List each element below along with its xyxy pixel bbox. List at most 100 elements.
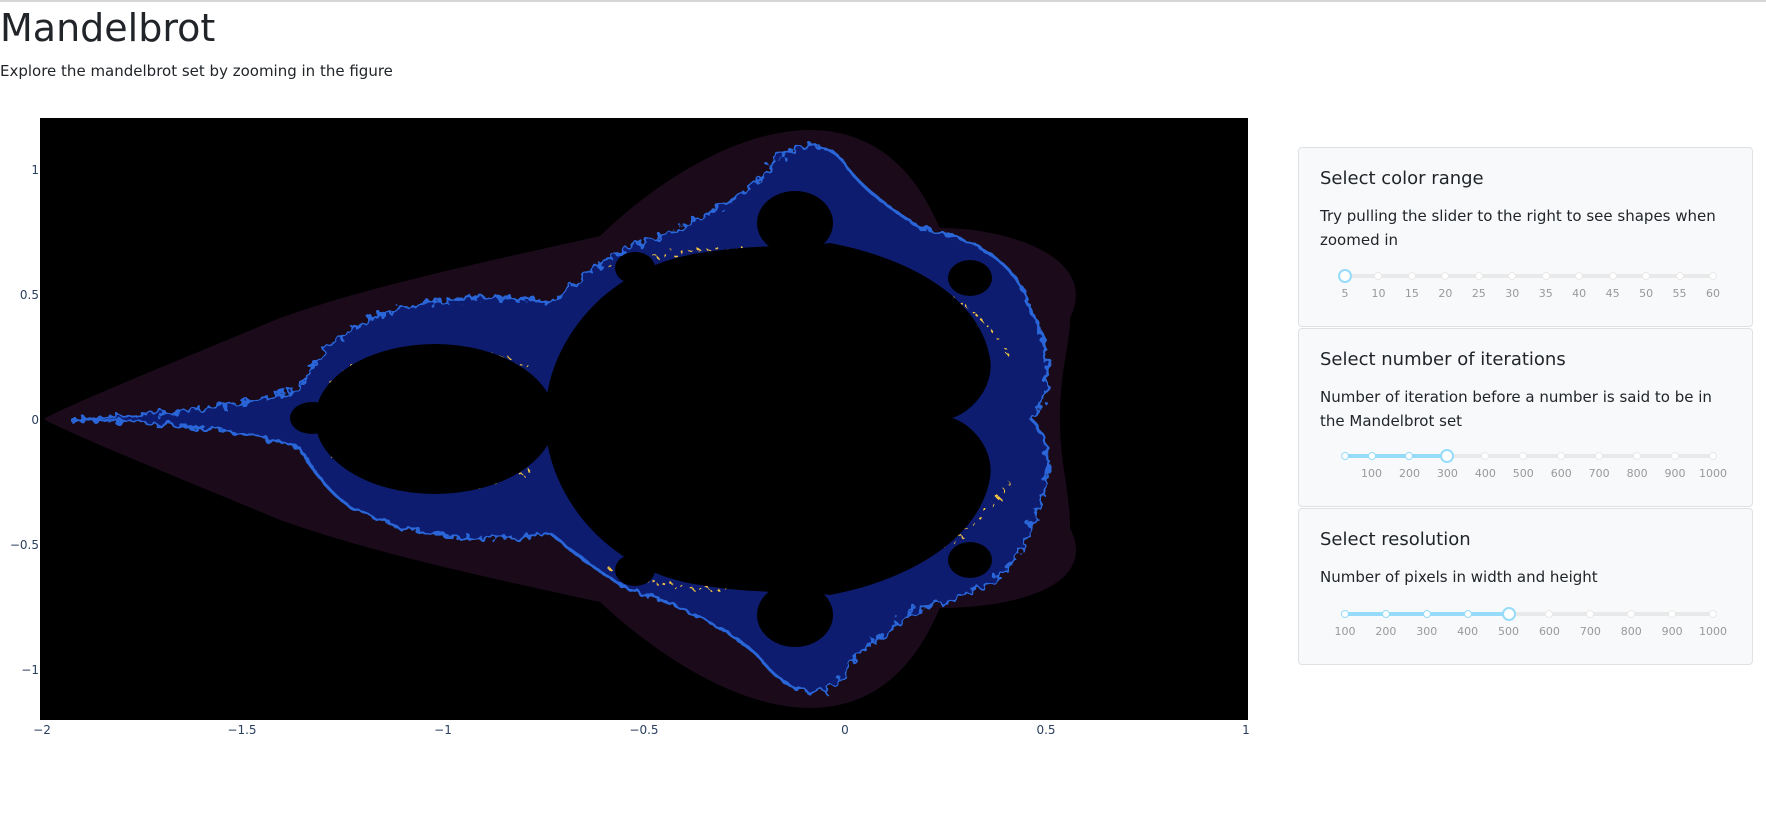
slider-mark-label[interactable]: 40 — [1572, 287, 1587, 300]
slider-track[interactable] — [1345, 454, 1448, 458]
slider-dot[interactable] — [1441, 272, 1450, 280]
slider-dot[interactable] — [1381, 610, 1390, 618]
resolution-card: Select resolution Number of pixels in wi… — [1298, 508, 1753, 665]
slider-mark-label[interactable]: 15 — [1404, 287, 1419, 300]
slider-mark-label[interactable]: 600 — [1538, 625, 1560, 638]
y-tick-label: −1 — [21, 663, 39, 677]
y-tick-label: −0.5 — [9, 538, 39, 552]
x-tick-label: −1 — [434, 723, 452, 737]
slider-dot[interactable] — [1519, 452, 1528, 460]
slider-mark-label[interactable]: 25 — [1471, 287, 1486, 300]
mandelbrot-set — [290, 191, 992, 647]
slider-dot[interactable] — [1541, 272, 1550, 280]
slider-dot[interactable] — [1407, 272, 1416, 280]
slider-mark-label[interactable]: 500 — [1512, 467, 1534, 480]
slider-dot[interactable] — [1545, 610, 1554, 618]
slider-dot[interactable] — [1642, 272, 1651, 280]
slider-mark-label[interactable]: 1000 — [1699, 625, 1727, 638]
slider-mark-label[interactable]: 5 — [1341, 287, 1349, 300]
y-tick-label: 0 — [31, 413, 39, 427]
iterations-slider[interactable]: 100 200 300 400 500 600 700 800 900 1000 — [1341, 449, 1727, 483]
slider-rail[interactable] — [1345, 612, 1713, 616]
x-tick-label: 0.5 — [1036, 723, 1056, 737]
slider-mark-label[interactable]: 60 — [1706, 287, 1720, 300]
card-description: Number of iteration before a number is s… — [1320, 388, 1712, 430]
slider-rail[interactable] — [1345, 274, 1713, 278]
slider-dot[interactable] — [1627, 610, 1636, 618]
slider-handle[interactable] — [1501, 607, 1516, 621]
slider-mark-label[interactable]: 55 — [1672, 287, 1687, 300]
slider-dot[interactable] — [1341, 452, 1349, 460]
mandelbrot-figure[interactable]: 1 0.5 0 −0.5 −1 −2 −1.5 −1 −0.5 0 0.5 1 — [0, 118, 1260, 748]
card-title: Select resolution — [1320, 529, 1471, 550]
card-description: Try pulling the slider to the right to s… — [1320, 207, 1716, 249]
slider-mark-label[interactable]: 45 — [1605, 287, 1620, 300]
slider-mark-label[interactable]: 50 — [1639, 287, 1654, 300]
color-range-card: Select color range Try pulling the slide… — [1298, 147, 1753, 327]
x-tick-label: −2 — [33, 723, 51, 737]
plot-area[interactable] — [40, 118, 1248, 720]
x-tick-label: 0 — [841, 723, 849, 737]
slider-mark-label[interactable]: 800 — [1620, 625, 1642, 638]
card-title: Select number of iterations — [1320, 349, 1566, 370]
x-tick-label: 1 — [1242, 723, 1250, 737]
slider-dot[interactable] — [1463, 610, 1472, 618]
slider-dot[interactable] — [1405, 452, 1414, 460]
y-tick-label: 1 — [31, 163, 39, 177]
mandelbrot-heatmap[interactable] — [40, 118, 1248, 720]
slider-rail[interactable] — [1345, 454, 1713, 458]
slider-dot[interactable] — [1422, 610, 1431, 618]
slider-dot[interactable] — [1675, 272, 1684, 280]
card-title: Select color range — [1320, 168, 1484, 189]
slider-mark-label[interactable]: 100 — [1334, 625, 1356, 638]
slider-handle[interactable] — [1440, 449, 1455, 463]
resolution-slider[interactable]: 100 200 300 400 500 600 700 800 900 1000 — [1335, 607, 1727, 641]
iterations-card: Select number of iterations Number of it… — [1298, 328, 1753, 507]
slider-mark-label[interactable]: 900 — [1661, 625, 1683, 638]
slider-dot[interactable] — [1481, 452, 1490, 460]
slider-mark-label[interactable]: 500 — [1498, 625, 1520, 638]
slider-mark-label[interactable]: 300 — [1416, 625, 1438, 638]
slider-mark-label[interactable]: 200 — [1375, 625, 1397, 638]
slider-mark-label[interactable]: 200 — [1398, 467, 1420, 480]
slider-dot[interactable] — [1709, 610, 1717, 618]
slider-dot[interactable] — [1557, 452, 1566, 460]
card-description: Number of pixels in width and height — [1320, 568, 1598, 586]
slider-mark-label[interactable]: 400 — [1474, 467, 1496, 480]
slider-dot[interactable] — [1595, 452, 1604, 460]
x-tick-label: −0.5 — [629, 723, 659, 737]
slider-mark-label[interactable]: 100 — [1361, 467, 1383, 480]
color-range-slider[interactable]: 5 10 15 20 25 30 35 40 45 50 55 60 — [1338, 269, 1720, 303]
slider-dot[interactable] — [1575, 272, 1584, 280]
slider-handle[interactable] — [1338, 269, 1352, 283]
slider-dot[interactable] — [1374, 272, 1383, 280]
slider-mark-label[interactable]: 20 — [1438, 287, 1453, 300]
slider-dot[interactable] — [1709, 452, 1717, 460]
top-divider — [0, 0, 1766, 2]
x-tick-label: −1.5 — [227, 723, 257, 737]
slider-mark-label[interactable]: 600 — [1550, 467, 1572, 480]
slider-dot[interactable] — [1709, 272, 1717, 280]
slider-dot[interactable] — [1668, 610, 1677, 618]
slider-dot[interactable] — [1367, 452, 1376, 460]
slider-mark-label[interactable]: 10 — [1371, 287, 1386, 300]
slider-dot[interactable] — [1508, 272, 1517, 280]
slider-dot[interactable] — [1633, 452, 1642, 460]
slider-mark-label[interactable]: 1000 — [1699, 467, 1727, 480]
page-subtitle: Explore the mandelbrot set by zooming in… — [0, 62, 393, 80]
slider-mark-label[interactable]: 800 — [1626, 467, 1648, 480]
slider-mark-label[interactable]: 700 — [1579, 625, 1601, 638]
slider-mark-label[interactable]: 900 — [1664, 467, 1686, 480]
slider-mark-label[interactable]: 300 — [1436, 467, 1458, 480]
slider-mark-label[interactable]: 700 — [1588, 467, 1610, 480]
slider-dot[interactable] — [1671, 452, 1680, 460]
slider-mark-label[interactable]: 400 — [1457, 625, 1479, 638]
slider-dot[interactable] — [1608, 272, 1617, 280]
slider-dot[interactable] — [1474, 272, 1483, 280]
y-tick-label: 0.5 — [19, 288, 39, 302]
slider-mark-label[interactable]: 30 — [1505, 287, 1520, 300]
slider-dot[interactable] — [1586, 610, 1595, 618]
slider-dot[interactable] — [1341, 610, 1349, 618]
page-title: Mandelbrot — [0, 6, 216, 50]
slider-mark-label[interactable]: 35 — [1538, 287, 1553, 300]
